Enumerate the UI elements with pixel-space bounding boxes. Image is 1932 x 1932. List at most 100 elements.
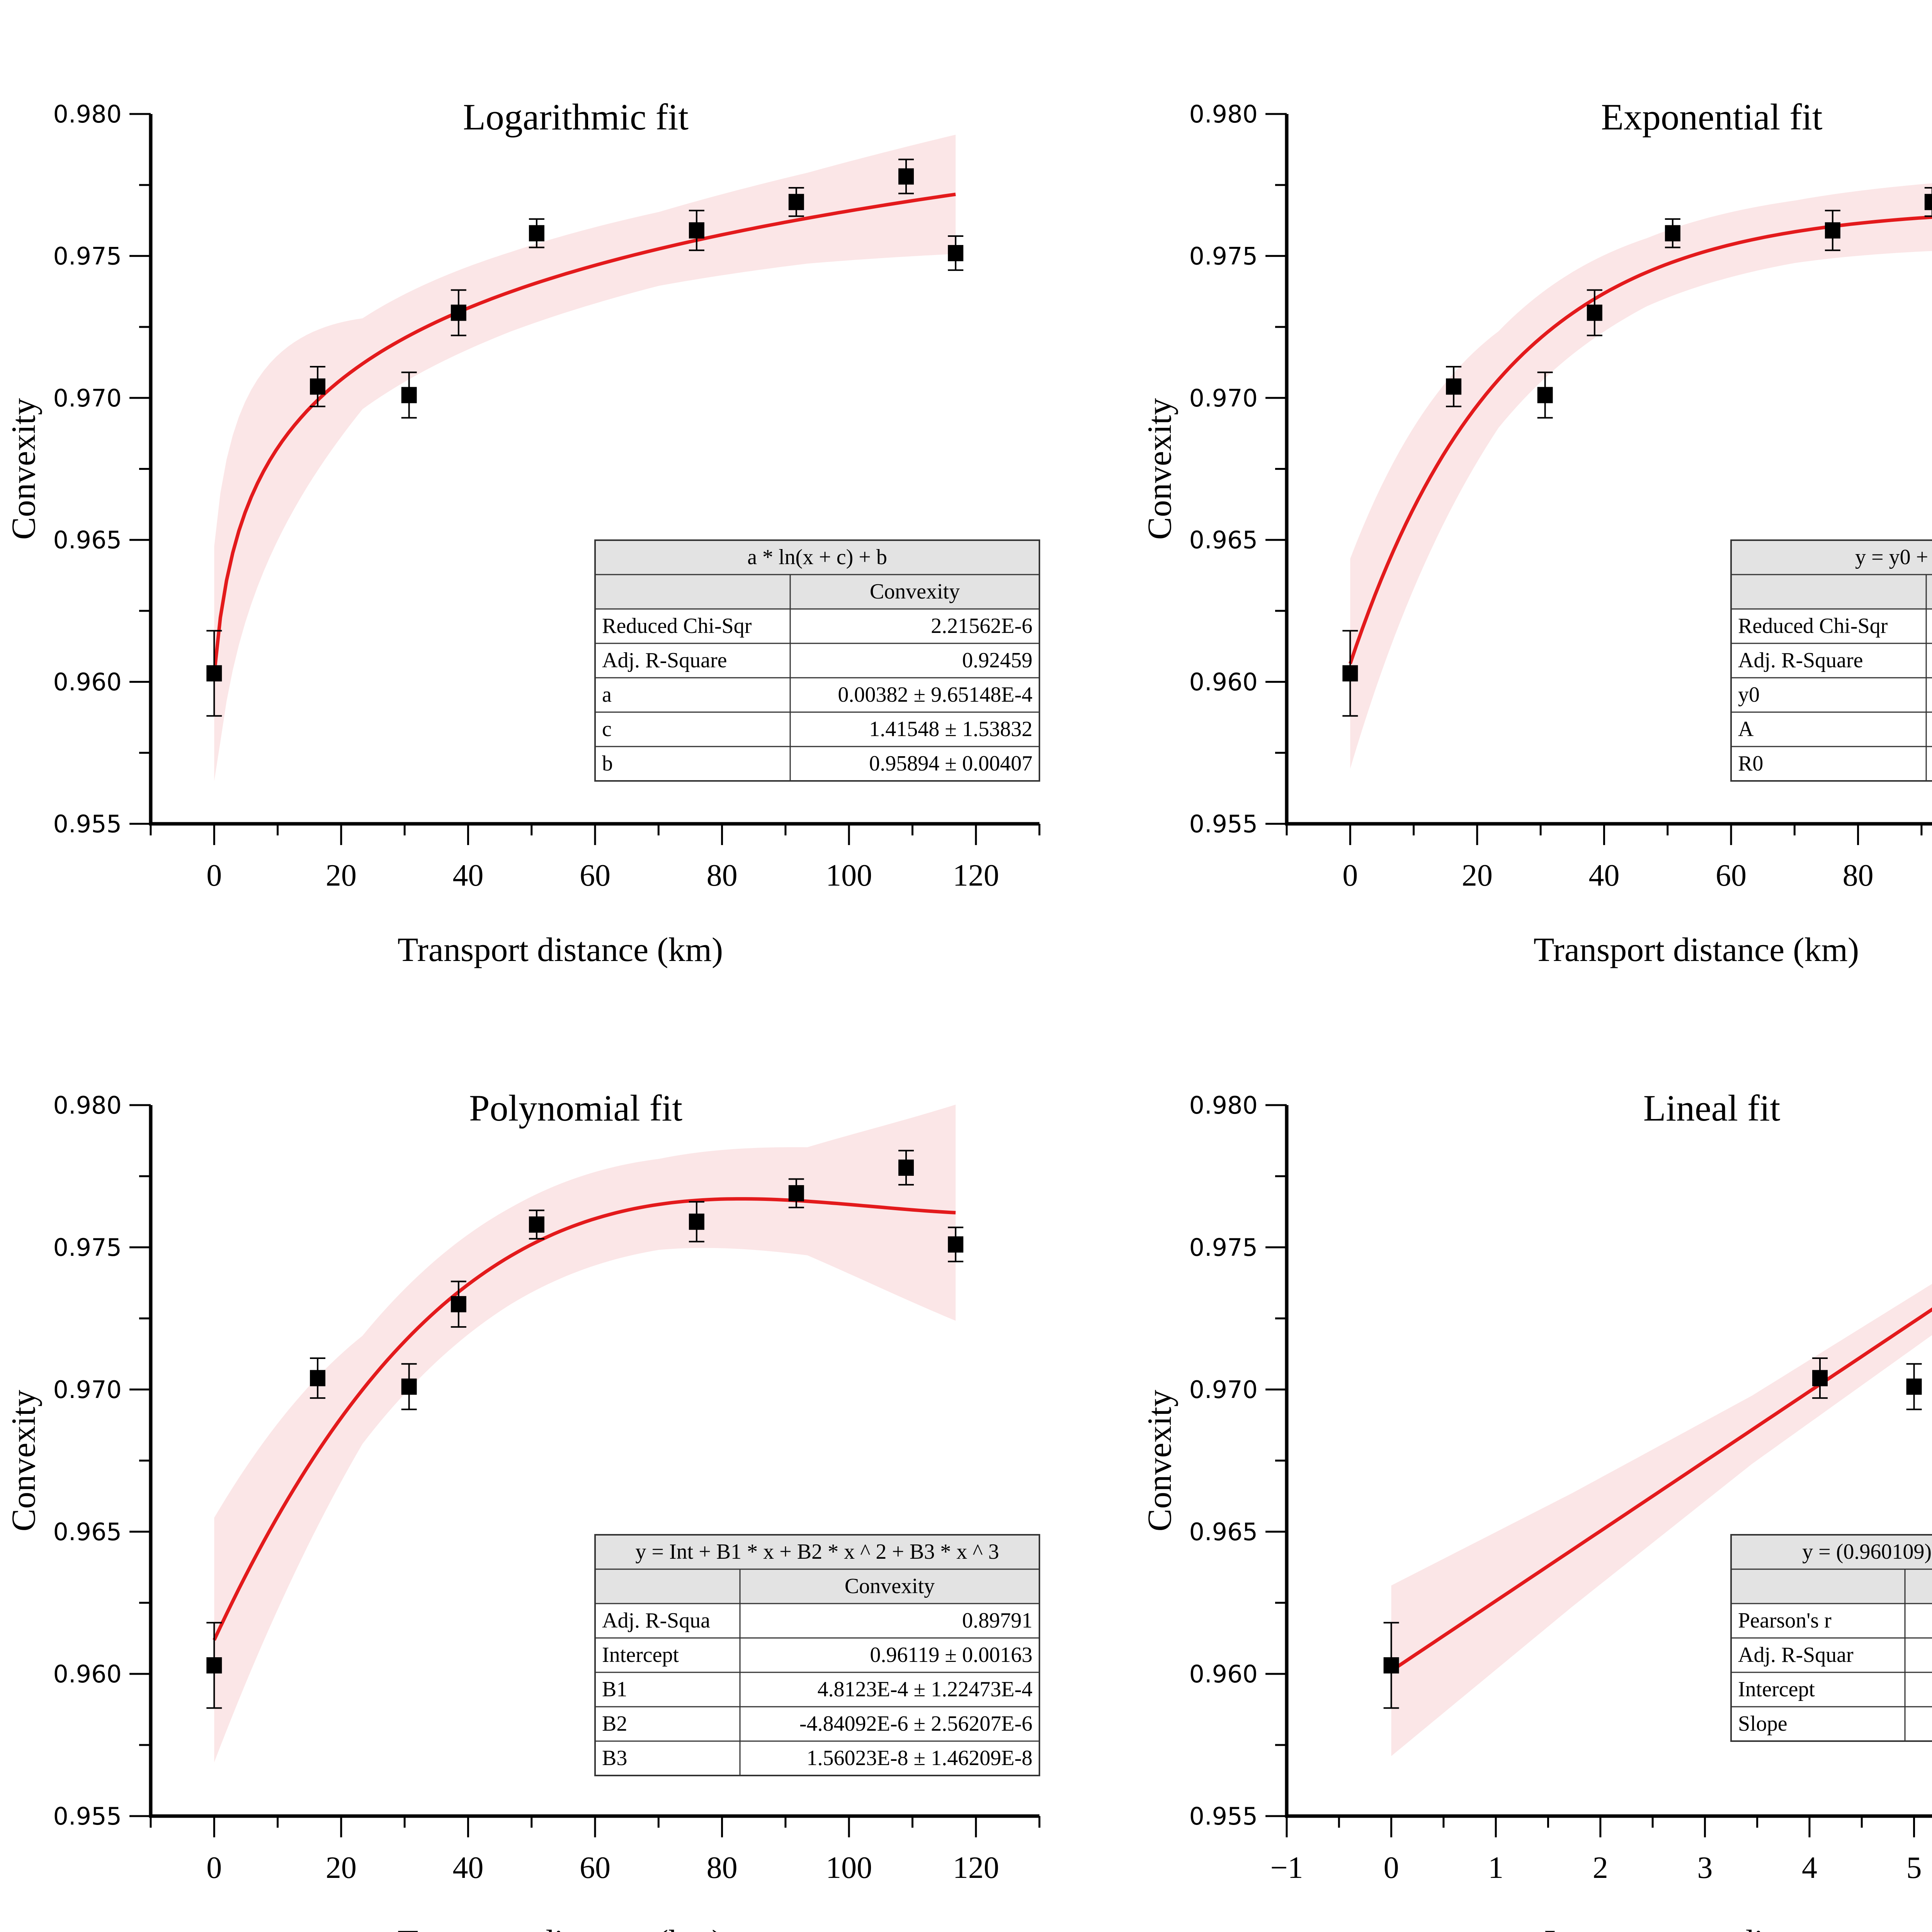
data-point <box>1906 1363 1922 1410</box>
marker-square <box>1665 225 1680 242</box>
x-tick-label: 60 <box>580 1851 611 1885</box>
table-row-label: Adj. R-Squa <box>602 1609 710 1633</box>
data-point <box>1825 209 1840 251</box>
y-axis-title: Convexity <box>5 398 43 540</box>
y-tick-label: 0.975 <box>53 1233 122 1262</box>
table-row-value: 0.96119 ± 0.00163 <box>870 1643 1032 1667</box>
data-point <box>1383 1622 1399 1709</box>
y-tick-label: 0.955 <box>53 1802 122 1830</box>
data-point <box>689 209 704 251</box>
marker-square <box>1924 194 1932 210</box>
table-row-label: A <box>1738 717 1754 741</box>
x-tick-label: 1 <box>1488 1851 1503 1885</box>
marker-square <box>310 378 326 395</box>
marker-square <box>451 304 466 321</box>
x-tick-label: 40 <box>1588 859 1619 893</box>
marker-square <box>1906 1378 1922 1395</box>
x-tick-label: 20 <box>1462 859 1493 893</box>
y-axis-title: Convexity <box>1141 1390 1179 1532</box>
table-row-value: 2.21562E-6 <box>931 614 1032 638</box>
data-point <box>401 1363 417 1410</box>
y-tick-label: 0.970 <box>53 384 122 412</box>
y-tick-label: 0.960 <box>1189 668 1258 696</box>
x-tick-label: 0 <box>1342 859 1358 893</box>
panel-lineal-fit: 0.9550.9600.9650.9700.9750.980−101234567… <box>1141 1087 1932 1932</box>
table-row-label: Adj. R-Squar <box>1738 1643 1854 1667</box>
marker-square <box>788 194 804 210</box>
y-tick-label: 0.980 <box>1189 100 1258 128</box>
y-tick-label: 0.955 <box>1189 1802 1258 1830</box>
y-tick-label: 0.960 <box>53 668 122 696</box>
y-tick-label: 0.960 <box>1189 1660 1258 1688</box>
x-tick-label: 3 <box>1697 1851 1713 1885</box>
y-tick-label: 0.975 <box>53 242 122 270</box>
x-tick-label: 0 <box>1384 1851 1399 1885</box>
y-tick-label: 0.980 <box>53 1091 122 1119</box>
confidence-band <box>214 1104 956 1762</box>
marker-square <box>206 665 222 682</box>
table-row-value: 4.8123E-4 ± 1.22473E-4 <box>818 1677 1032 1701</box>
data-point <box>1812 1357 1828 1399</box>
marker-square <box>898 1159 914 1176</box>
table-row-label: Intercept <box>602 1643 679 1667</box>
data-point <box>206 1622 222 1709</box>
table-row-label: Reduced Chi-Sqr <box>602 614 752 638</box>
marker-square <box>788 1185 804 1202</box>
chart-title: Logarithmic fit <box>463 96 689 138</box>
y-tick-label: 0.965 <box>1189 1518 1258 1546</box>
y-tick-label: 0.975 <box>1189 1233 1258 1262</box>
data-point <box>948 235 964 271</box>
x-tick-label: 5 <box>1906 1851 1922 1885</box>
fit-curve <box>212 192 956 675</box>
data-point <box>898 158 914 194</box>
table-row-label: Intercept <box>1738 1677 1815 1701</box>
x-axis-title: Transport distance (km) <box>1534 931 1859 969</box>
table-equation: y = (0.960109) + (0.00245629) * x <box>1802 1540 1932 1564</box>
table-row-label: Reduced Chi-Sqr <box>1738 614 1888 638</box>
table-row-label: B2 <box>602 1712 627 1736</box>
table-row-label: Adj. R-Square <box>1738 648 1863 672</box>
y-tick-label: 0.965 <box>1189 526 1258 554</box>
marker-square <box>310 1370 326 1386</box>
chart-title: Lineal fit <box>1643 1087 1781 1129</box>
y-tick-label: 0.965 <box>53 526 122 554</box>
x-tick-label: 100 <box>826 859 872 893</box>
table-row-value: 1.56023E-8 ± 1.46209E-8 <box>807 1746 1032 1770</box>
fit-curve <box>213 1197 956 1641</box>
data-point <box>1342 630 1358 717</box>
marker-square <box>529 225 544 242</box>
data-point <box>1587 289 1602 337</box>
x-tick-label: 40 <box>452 1851 483 1885</box>
y-axis-title: Convexity <box>1141 398 1179 540</box>
y-tick-label: 0.980 <box>1189 1091 1258 1119</box>
x-tick-label: 80 <box>1843 859 1874 893</box>
marker-square <box>1587 304 1602 321</box>
table-row-value: 0.95894 ± 0.00407 <box>869 752 1032 776</box>
x-tick-label: 60 <box>580 859 611 893</box>
table-row-value: 0.89791 <box>962 1609 1032 1633</box>
x-axis-title: Log transport distance <box>1544 1923 1849 1932</box>
table-equation: a * ln(x + c) + b <box>747 545 887 569</box>
marker-square <box>1342 665 1358 682</box>
x-tick-label: 120 <box>953 1851 999 1885</box>
table-column-header: Convexity <box>870 580 960 604</box>
y-tick-label: 0.975 <box>1189 242 1258 270</box>
table-row-label: c <box>602 717 612 741</box>
table-border <box>1730 539 1932 782</box>
marker-square <box>529 1216 544 1233</box>
confidence-band <box>1350 183 1932 769</box>
marker-square <box>948 245 964 262</box>
table-row-label: B1 <box>602 1677 627 1701</box>
x-tick-label: 100 <box>826 1851 872 1885</box>
marker-square <box>1537 387 1553 403</box>
marker-square <box>898 168 914 185</box>
panel-polynomial-fit: 0.955 0.960 0.965 0.970 0.975 0.980 0 20 40 60 80 1… <box>5 1087 1041 1932</box>
data-point <box>451 289 466 337</box>
table-row-label: R0 <box>1738 752 1763 776</box>
x-axis-title: Transport distance (km) <box>398 931 723 969</box>
y-tick-label: 0.955 <box>53 810 122 838</box>
data-point <box>1446 366 1462 407</box>
x-tick-label: 0 <box>206 1851 222 1885</box>
data-point <box>689 1201 704 1243</box>
